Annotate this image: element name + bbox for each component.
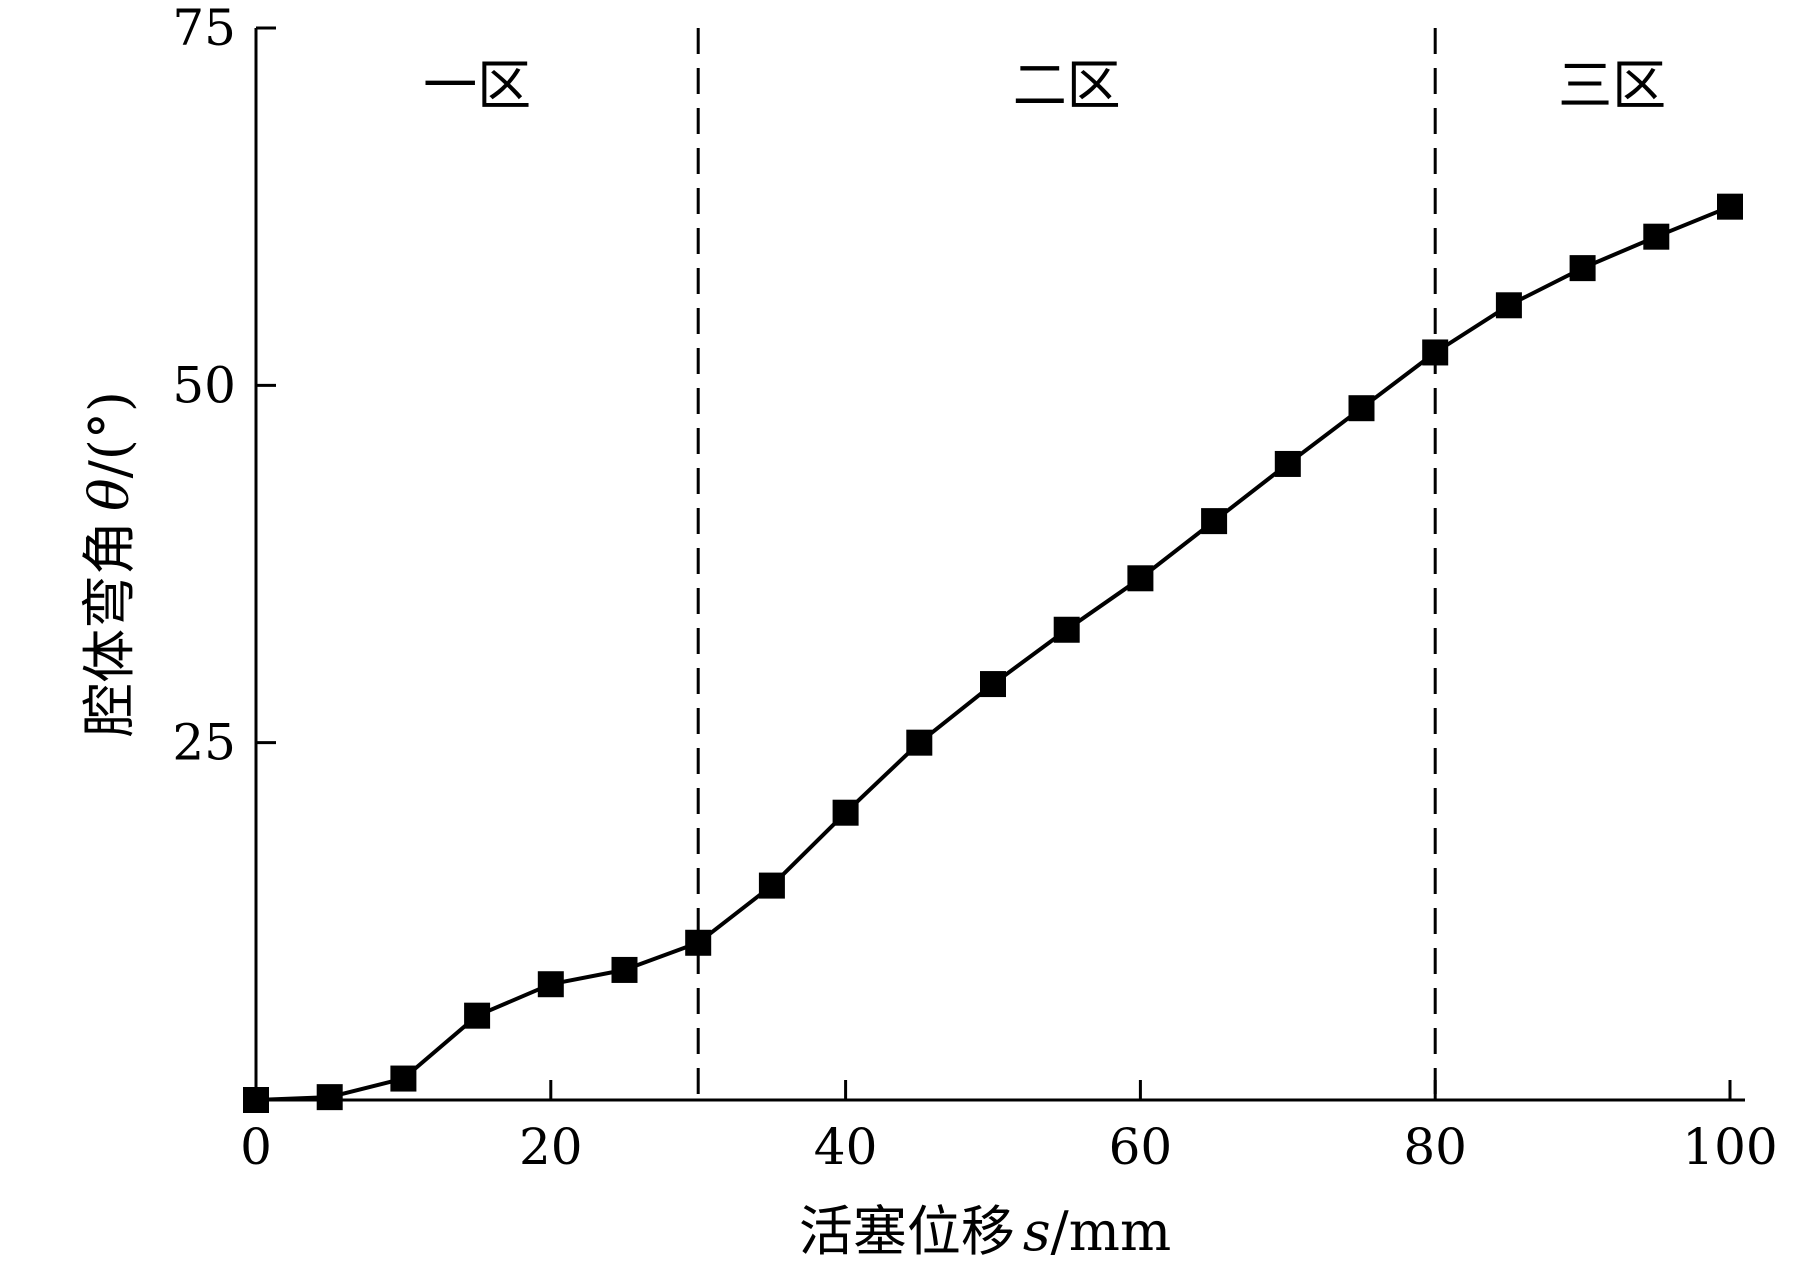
data-point xyxy=(1053,616,1080,643)
zone-label: 一区 xyxy=(423,54,531,117)
x-tick-label: 80 xyxy=(1403,1118,1467,1176)
data-point xyxy=(1348,395,1375,422)
data-point xyxy=(1717,193,1743,220)
y-axis-label: 腔体弯角θ/(°) xyxy=(78,391,141,737)
x-axis-label: 活塞位移 s/mm xyxy=(799,1200,1171,1263)
data-point xyxy=(390,1065,417,1092)
series-markers xyxy=(243,193,1743,1113)
zone-label: 二区 xyxy=(1013,54,1121,117)
data-point xyxy=(1643,223,1670,250)
x-tick-label: 40 xyxy=(814,1118,878,1176)
data-point xyxy=(1127,565,1154,592)
data-point xyxy=(980,671,1006,698)
data-point xyxy=(832,799,859,826)
axes xyxy=(254,28,1745,1102)
zone-label: 三区 xyxy=(1558,54,1666,117)
series-line xyxy=(255,204,1731,1102)
x-tick-label: 100 xyxy=(1682,1118,1777,1176)
data-point xyxy=(1495,292,1522,319)
data-point xyxy=(1201,508,1228,535)
data-point xyxy=(685,929,712,956)
data-point xyxy=(243,1087,269,1113)
x-tick-label: 60 xyxy=(1109,1118,1173,1176)
y-tick-label: 25 xyxy=(172,714,236,772)
data-point xyxy=(1569,255,1596,282)
data-point xyxy=(1274,450,1301,477)
data-point xyxy=(316,1084,343,1111)
y-tick-label: 50 xyxy=(172,356,236,414)
y-tick-label: 75 xyxy=(172,0,236,57)
x-ticks: 0 20 40 60 80 100 xyxy=(240,1080,1778,1176)
y-ticks: 25 50 75 xyxy=(172,0,276,772)
data-point xyxy=(1422,339,1449,366)
data-point xyxy=(464,1002,491,1029)
data-point xyxy=(758,872,785,899)
data-point xyxy=(611,956,638,983)
data-point xyxy=(537,971,564,998)
x-tick-label: 0 xyxy=(240,1118,272,1176)
data-point xyxy=(906,729,933,756)
x-tick-label: 20 xyxy=(519,1118,583,1176)
zone-dividers xyxy=(696,28,1437,1100)
zone-labels: 一区 二区 三区 xyxy=(423,54,1666,117)
